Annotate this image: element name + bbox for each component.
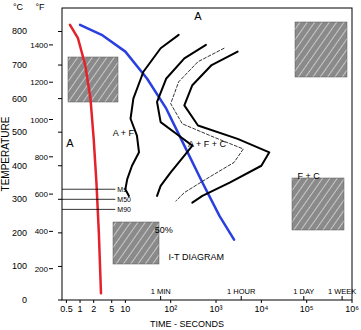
y2-tick-label: 600 <box>35 190 49 199</box>
time-mark-label: 1 DAY <box>293 287 314 296</box>
time-mark-label: 1 MIN <box>151 287 171 296</box>
y2-tick <box>49 44 53 45</box>
m-line <box>62 189 115 190</box>
x-tick <box>125 300 126 303</box>
annotation: A + F + C <box>188 139 227 149</box>
y-tick-label: 800 <box>12 26 27 36</box>
x-tick <box>216 300 217 303</box>
time-mark <box>160 296 161 300</box>
x-tick <box>80 300 81 303</box>
curve <box>70 25 101 294</box>
y2-tick <box>49 268 53 269</box>
x-tick <box>261 300 262 303</box>
m-line <box>62 209 115 210</box>
x-tick-label: 10² <box>164 304 177 314</box>
y2-tick-label: 800 <box>35 153 49 162</box>
y-tick <box>58 266 62 267</box>
x-tick-label: 10 <box>120 304 130 314</box>
x-tick-label: 10³ <box>210 304 223 314</box>
series-group <box>62 25 269 294</box>
curve <box>157 45 206 196</box>
y-tick <box>58 65 62 66</box>
y-tick-label: 0 <box>22 295 27 305</box>
x-tick-label: 1 <box>78 304 83 314</box>
y-tick-label: 100 <box>12 261 27 271</box>
y-tick-label: 200 <box>12 228 27 238</box>
y2-tick <box>49 82 53 83</box>
annotation: A <box>66 137 74 149</box>
y2-tick-label: 1400 <box>30 41 48 50</box>
y-tick <box>58 165 62 166</box>
y-tick-label: 500 <box>12 127 27 137</box>
y-tick-label: 400 <box>12 161 27 171</box>
chart: 0100200300400500600700800200400600800100… <box>0 0 361 330</box>
m-line-label: M90 <box>117 206 131 213</box>
title: I-T DIAGRAM <box>169 252 224 262</box>
m-line <box>62 199 115 200</box>
plot-frame <box>62 8 352 300</box>
curve <box>184 52 269 203</box>
x-tick-label: 0.5 <box>60 304 73 314</box>
x-tick <box>111 300 112 303</box>
x-tick <box>306 300 307 303</box>
time-mark-label: 1 WEEK <box>328 287 356 296</box>
x-tick <box>170 300 171 303</box>
m-line-label: Ms <box>117 186 127 193</box>
y-tick <box>58 132 62 133</box>
y2-tick-label: 1200 <box>30 78 48 87</box>
y-unit: °C <box>13 2 24 12</box>
x-tick-label: 10⁵ <box>300 304 314 314</box>
micrograph <box>292 178 344 230</box>
x-tick <box>352 300 353 303</box>
x-tick-label: 5 <box>109 304 114 314</box>
x-tick-label: 2 <box>91 304 96 314</box>
y-tick-label: 700 <box>12 60 27 70</box>
x-tick <box>93 300 94 303</box>
m-line-label: M50 <box>117 196 131 203</box>
x-tick-label: 10⁶ <box>345 304 359 314</box>
y-label: TEMPERATURE <box>0 116 11 191</box>
time-mark-label: 1 HOUR <box>227 287 256 296</box>
y2-unit: °F <box>35 2 45 12</box>
annotation: A <box>194 10 202 22</box>
y-tick <box>58 98 62 99</box>
y-tick <box>58 300 62 301</box>
x-tick-label: 10⁴ <box>254 304 268 314</box>
time-mark <box>241 296 242 300</box>
y2-tick <box>49 194 53 195</box>
annotation: F + C <box>297 171 320 181</box>
x-tick <box>66 300 67 303</box>
annotation: 50% <box>155 225 173 235</box>
y-tick <box>58 199 62 200</box>
micrograph <box>68 57 118 102</box>
y2-tick-label: 200 <box>35 265 49 274</box>
y-tick-label: 600 <box>12 94 27 104</box>
y-tick-label: 300 <box>12 194 27 204</box>
time-mark <box>303 296 304 300</box>
y2-tick-label: 400 <box>35 227 49 236</box>
x-label: TIME - SECONDS <box>150 319 224 329</box>
y2-tick <box>49 231 53 232</box>
y2-tick <box>49 119 53 120</box>
micrograph <box>295 22 347 77</box>
curve <box>80 25 234 240</box>
annotation: A + F <box>113 128 135 138</box>
micrograph <box>113 222 159 264</box>
y-tick <box>58 31 62 32</box>
y-tick <box>58 232 62 233</box>
y2-tick-label: 1000 <box>30 116 48 125</box>
time-mark <box>342 296 343 300</box>
y2-tick <box>49 156 53 157</box>
